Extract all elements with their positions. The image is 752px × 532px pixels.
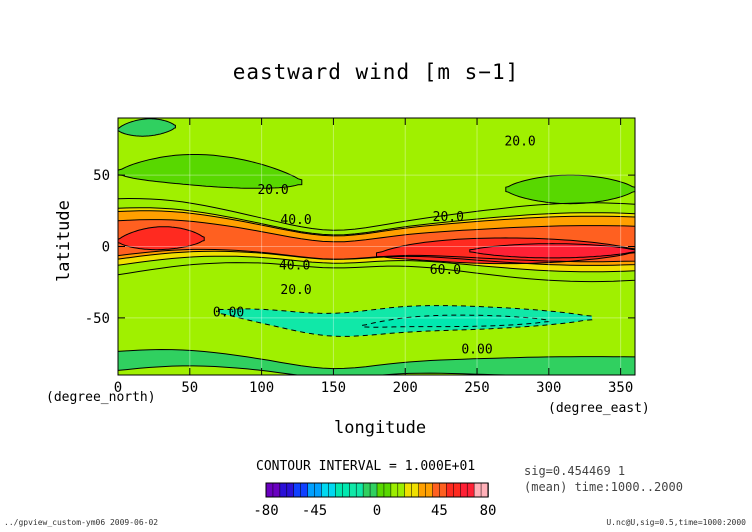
contour-line-3 bbox=[118, 207, 635, 273]
colorbar-segment bbox=[480, 482, 489, 498]
contour-line-7 bbox=[376, 237, 635, 265]
chart-title: eastward wind [m s−1] bbox=[232, 60, 520, 84]
colorbar-segment bbox=[279, 482, 288, 498]
x-tick-label: 350 bbox=[608, 380, 633, 396]
x-tick-label: 150 bbox=[321, 380, 346, 396]
colorbar-segment bbox=[369, 482, 378, 498]
colorbar-frame bbox=[265, 482, 489, 498]
contour-fill-11 bbox=[118, 118, 176, 137]
contour-fill-10 bbox=[362, 315, 549, 328]
contour-line-0 bbox=[118, 154, 303, 189]
contour-line-6 bbox=[118, 226, 205, 251]
colorbar-segment bbox=[432, 482, 441, 498]
contour-lines bbox=[118, 118, 635, 375]
colorbar-segment bbox=[293, 482, 302, 498]
contour-label: 40.0 bbox=[280, 213, 311, 228]
time-mean-text: (mean) time:1000..2000 bbox=[524, 480, 683, 494]
colorbar-segment bbox=[446, 482, 455, 498]
x-tick-label: 250 bbox=[464, 380, 489, 396]
contour-label: 60.0 bbox=[430, 263, 461, 278]
grid-lines bbox=[118, 118, 635, 375]
colorbar-segment bbox=[355, 482, 364, 498]
contour-label: 20.0 bbox=[433, 210, 464, 225]
sigma-level-text: sig=0.454469 1 bbox=[524, 464, 626, 478]
y-tick-label: -50 bbox=[85, 311, 110, 327]
x-tick-label: 300 bbox=[536, 380, 561, 396]
plot-area bbox=[118, 118, 635, 375]
colorbar-segment bbox=[300, 482, 309, 498]
contour-label: 20.0 bbox=[257, 183, 288, 198]
contour-interval-text: CONTOUR INTERVAL = 1.000E+01 bbox=[256, 459, 476, 474]
colorbar-segment bbox=[328, 482, 337, 498]
colorbar-segment bbox=[397, 482, 406, 498]
colorbar: -80 -45 0 45 80 bbox=[253, 482, 497, 519]
footer-script-path: ../gpview_custom-ym06 2009-06-02 bbox=[4, 518, 159, 527]
colorbar-tick-label: 45 bbox=[431, 503, 448, 519]
contour-line-12 bbox=[118, 348, 635, 375]
colorbar-tick-label: 80 bbox=[480, 503, 497, 519]
contour-line-5 bbox=[118, 219, 635, 263]
y-unit-label: (degree_north) bbox=[46, 390, 156, 405]
y-tick-label: 50 bbox=[93, 168, 110, 184]
colorbar-segment bbox=[349, 482, 357, 498]
colorbar-segment bbox=[307, 482, 316, 498]
contour-line-10 bbox=[361, 314, 550, 328]
contour-label: 20.0 bbox=[280, 283, 311, 298]
contour-fill-1 bbox=[505, 175, 635, 204]
contour-label: 40.0 bbox=[279, 258, 310, 273]
contour-label: 0.00 bbox=[461, 343, 492, 358]
colorbar-tick-label: 0 bbox=[373, 503, 381, 519]
footer-data-source: U.nc@U,sig=0.5,time=1000:2000 bbox=[606, 518, 746, 527]
colorbar-segment bbox=[418, 482, 427, 498]
contour-line-4 bbox=[118, 210, 635, 266]
contour-labels: 20.0 20.0 40.0 20.0 40.0 60.0 20.0 0.00 0.00 bbox=[213, 134, 536, 358]
x-tick-label: 100 bbox=[249, 380, 274, 396]
x-tick-label: 0 bbox=[114, 380, 122, 396]
y-tick-label: 0 bbox=[102, 240, 110, 256]
colorbar-segment bbox=[404, 482, 413, 498]
x-tick-label: 200 bbox=[393, 380, 418, 396]
colorbar-segment bbox=[321, 482, 330, 498]
colorbar-segment bbox=[466, 482, 475, 498]
axis-ticks: 0 50 100 150 200 250 300 350 -50 0 50 bbox=[85, 118, 635, 396]
colorbar-segment bbox=[265, 482, 274, 498]
colorbar-segment bbox=[473, 482, 482, 498]
x-tick-label: 50 bbox=[181, 380, 198, 396]
y-axis-label: latitude bbox=[54, 200, 74, 282]
contour-line-8 bbox=[469, 243, 635, 259]
colorbar-segment bbox=[335, 482, 344, 498]
colorbar-segment bbox=[439, 482, 448, 498]
contour-fill-8 bbox=[469, 243, 635, 258]
colorbar-segment bbox=[272, 482, 281, 498]
contour-fill-6 bbox=[118, 226, 205, 250]
colorbar-segment bbox=[376, 482, 385, 498]
colorbar-segment bbox=[453, 482, 461, 498]
colorbar-segment bbox=[460, 482, 468, 498]
x-unit-label: (degree_east) bbox=[548, 401, 650, 416]
colorbar-segment bbox=[411, 482, 420, 498]
colorbar-segment bbox=[383, 482, 392, 498]
colorbar-tick-label: -45 bbox=[302, 503, 327, 519]
contour-line-11 bbox=[118, 118, 176, 137]
colorbar-segment bbox=[390, 482, 399, 498]
colorbar-segment bbox=[425, 482, 434, 498]
contour-label: 20.0 bbox=[504, 134, 535, 149]
x-axis-label: longitude bbox=[334, 418, 427, 438]
contour-label: 0.00 bbox=[213, 306, 244, 321]
contour-line-2 bbox=[118, 197, 635, 283]
colorbar-segment bbox=[342, 482, 350, 498]
colorbar-segment bbox=[314, 482, 323, 498]
colorbar-segment bbox=[286, 482, 295, 498]
contour-line-9 bbox=[218, 305, 593, 337]
contour-line-1 bbox=[505, 174, 635, 205]
colorbar-segment bbox=[362, 482, 371, 498]
colorbar-tick-label: -80 bbox=[253, 503, 278, 519]
